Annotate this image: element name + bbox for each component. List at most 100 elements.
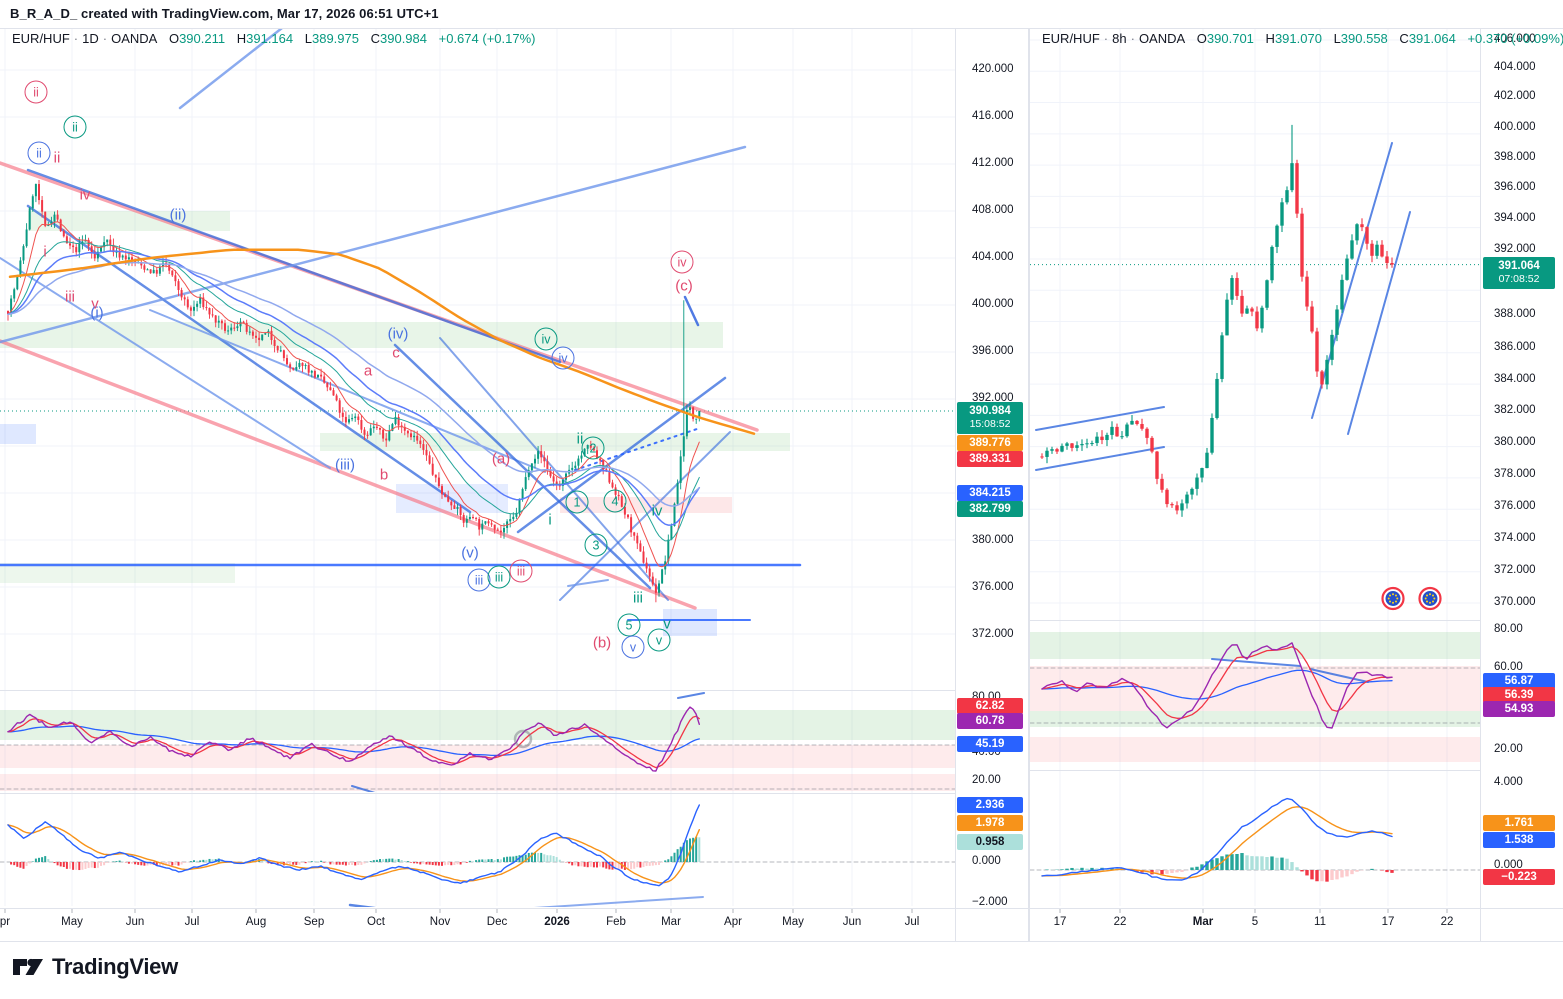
wave-label[interactable]: (c) (675, 277, 693, 295)
shaded-zone[interactable] (0, 710, 955, 740)
shaded-zone[interactable] (320, 433, 790, 451)
wave-label[interactable]: 4 (603, 489, 627, 513)
wave-label[interactable]: iv (651, 502, 663, 520)
trend-line[interactable] (1211, 658, 1301, 667)
symbol-name[interactable]: EUR/HUF (12, 31, 70, 46)
trend-line[interactable] (1035, 446, 1165, 471)
wave-label[interactable]: (iv) (387, 325, 409, 343)
candle-body (580, 455, 583, 459)
h8-rsi-pane[interactable] (1030, 632, 1480, 762)
candle-body (1100, 436, 1104, 441)
rsi-circle-marker[interactable] (513, 729, 533, 749)
tradingview-logo[interactable]: TradingView (12, 953, 178, 981)
wave-label[interactable]: 1 (565, 490, 589, 514)
wave-label[interactable]: (i) (90, 304, 104, 322)
wave-label[interactable]: v (663, 615, 671, 633)
daily-rsi-pane[interactable] (0, 692, 955, 799)
wave-label[interactable]: 2 (581, 436, 605, 460)
wave-label[interactable]: iii (487, 565, 511, 589)
wave-label[interactable]: iii (65, 288, 75, 306)
eu-economic-event-icon[interactable] (1418, 586, 1442, 616)
wave-label[interactable]: (a) (491, 450, 511, 468)
trend-line[interactable] (559, 431, 731, 601)
wave-label[interactable]: (b) (592, 634, 612, 652)
shaded-zone[interactable] (1030, 737, 1480, 762)
daily-price-pane[interactable] (0, 10, 955, 636)
wave-label[interactable]: v (621, 635, 645, 659)
wave-label[interactable]: iii (633, 589, 643, 607)
shaded-zone[interactable] (1030, 711, 1480, 727)
daily-macd-pane[interactable] (0, 804, 955, 911)
shaded-zone[interactable] (1030, 666, 1480, 711)
trend-line[interactable] (439, 337, 669, 601)
trend-line[interactable] (351, 785, 395, 799)
shaded-zone[interactable] (0, 563, 235, 583)
eu-economic-event-icon[interactable] (1381, 586, 1405, 616)
trend-line[interactable] (1309, 668, 1369, 683)
daily-legend[interactable]: EUR/HUF · 1D · OANDA O390.211 H391.164 L389.… (12, 31, 536, 46)
trend-line[interactable] (0, 339, 697, 610)
wave-label[interactable]: 5 (617, 613, 641, 637)
trend-line[interactable] (677, 692, 705, 699)
trend-line[interactable] (1035, 406, 1165, 431)
trend-line[interactable] (1347, 211, 1411, 435)
candle-body (1245, 308, 1249, 314)
trend-line[interactable] (683, 295, 700, 327)
trend-line[interactable] (178, 10, 305, 110)
trend-line[interactable] (1311, 142, 1393, 419)
wave-label[interactable]: 3 (584, 533, 608, 557)
trend-line[interactable] (567, 579, 609, 587)
candle-body (50, 221, 53, 225)
symbol-name[interactable]: EUR/HUF (1042, 31, 1100, 46)
wave-label[interactable]: c (392, 344, 400, 362)
shaded-zone[interactable] (0, 774, 955, 791)
time-tick: Oct (367, 916, 385, 928)
macd-histogram-bar (304, 862, 307, 864)
shaded-zone[interactable] (0, 424, 36, 444)
h8-legend[interactable]: EUR/HUF · 8h · OANDA O390.701 H391.070 L390.… (1042, 31, 1563, 46)
trend-line[interactable] (348, 903, 398, 911)
wave-label[interactable]: ii (24, 80, 48, 104)
wave-label[interactable]: i (548, 511, 552, 529)
macd-histogram-bar (317, 861, 319, 862)
candle-body (487, 521, 490, 524)
macd-histogram-bar (369, 861, 372, 862)
wave-label[interactable]: v (647, 628, 671, 652)
wave-label[interactable]: a (363, 362, 373, 380)
shaded-zone[interactable] (663, 609, 717, 636)
wave-label[interactable]: iii (509, 559, 533, 583)
wave-label[interactable]: ii (576, 430, 584, 448)
wave-label[interactable]: iv (79, 186, 91, 204)
trend-line[interactable] (0, 257, 331, 469)
trend-line[interactable] (26, 204, 472, 514)
wave-label[interactable]: ii (63, 115, 87, 139)
trend-line[interactable] (0, 145, 747, 344)
price-badge: 382.799 (957, 501, 1023, 517)
candle-body (338, 400, 341, 413)
wave-label[interactable]: i (43, 243, 47, 261)
wave-label[interactable]: ii (27, 141, 51, 165)
wave-label[interactable]: iv (534, 327, 558, 351)
wave-label[interactable]: b (379, 466, 389, 484)
candle-body (276, 346, 279, 351)
macd-histogram-bar (140, 862, 143, 866)
trend-line[interactable] (393, 343, 652, 590)
wave-label[interactable]: v (91, 295, 99, 313)
wave-label[interactable]: (ii) (169, 206, 187, 224)
timeframe[interactable]: 8h (1112, 31, 1127, 46)
wave-label[interactable]: ii (53, 149, 61, 167)
h8-price-pane[interactable] (1030, 124, 1480, 517)
wave-label[interactable]: (iii) (335, 456, 355, 474)
wave-label[interactable]: iv (670, 250, 694, 274)
candle-body (220, 320, 223, 324)
wave-label[interactable]: iv (551, 346, 575, 370)
trend-line[interactable] (149, 309, 546, 473)
timeframe[interactable]: 1D (82, 31, 99, 46)
wave-label[interactable]: (v) (461, 544, 479, 562)
macd-histogram-bar (586, 862, 589, 868)
trend-line[interactable] (488, 896, 704, 911)
h8-macd-pane[interactable] (1030, 797, 1480, 882)
candle-body (1235, 278, 1239, 296)
trend-line[interactable] (574, 427, 701, 471)
